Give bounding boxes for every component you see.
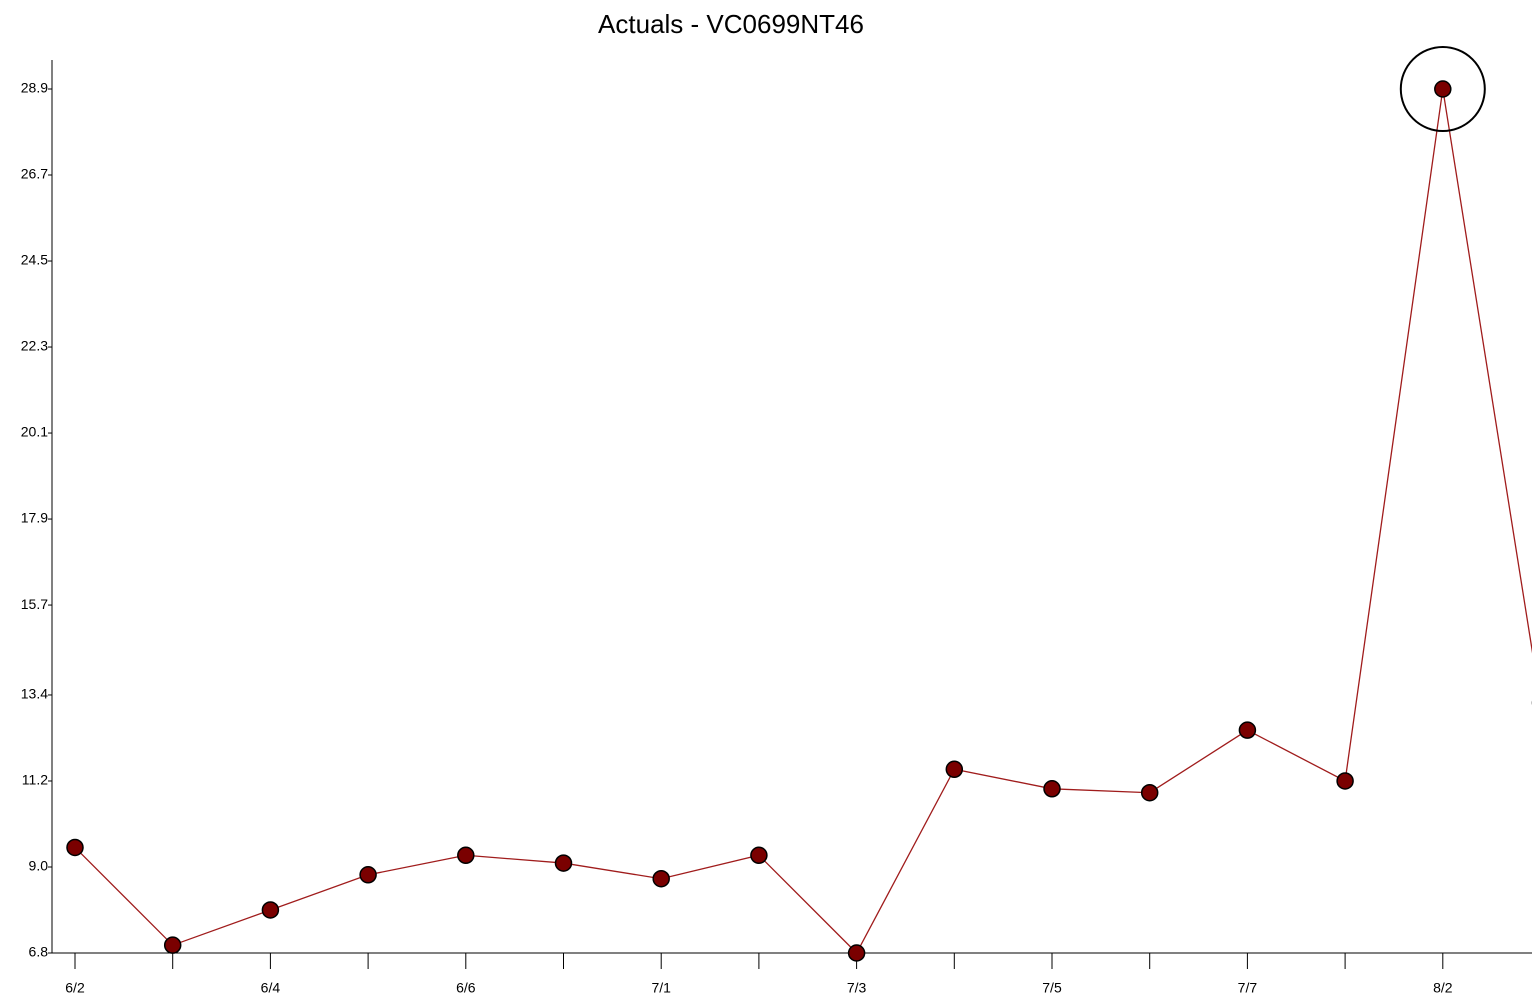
point xyxy=(261,901,280,919)
x-tick-label: 8/2 xyxy=(1433,980,1453,996)
y-tick-label: 20.1 xyxy=(21,424,48,440)
x-tick-label: 6/4 xyxy=(261,980,281,996)
point xyxy=(163,936,182,954)
point xyxy=(1434,80,1452,98)
point xyxy=(750,846,768,865)
x-tick-label: 7/3 xyxy=(847,980,867,996)
y-tick-label: 26.7 xyxy=(21,166,48,182)
y-tick-label: 24.5 xyxy=(21,252,48,268)
point xyxy=(1043,780,1061,798)
point xyxy=(554,854,573,872)
x-tick-label: 7/7 xyxy=(1238,980,1258,996)
x-tick-label: 7/5 xyxy=(1042,980,1062,996)
point xyxy=(1336,772,1354,790)
x-tick-label: 6/2 xyxy=(65,980,85,996)
y-tick-label: 6.8 xyxy=(29,944,49,960)
y-tick-label: 11.2 xyxy=(22,772,48,788)
point xyxy=(66,838,84,857)
point xyxy=(1140,783,1159,802)
chart-title: Actuals - VC0699NT46 xyxy=(598,9,864,39)
y-tick-label: 13.4 xyxy=(21,686,48,702)
point xyxy=(652,869,670,888)
point xyxy=(1238,721,1257,739)
y-tick-label: 28.9 xyxy=(21,80,48,96)
highlight-circle xyxy=(1399,46,1486,132)
y-tick-label: 22.3 xyxy=(21,338,48,354)
x-tick-label: 6/6 xyxy=(456,980,476,996)
point xyxy=(847,944,866,962)
y-tick-label: 9.0 xyxy=(29,858,49,874)
point xyxy=(945,760,964,779)
point xyxy=(359,866,377,884)
series-line xyxy=(74,88,1532,955)
y-tick-label: 17.9 xyxy=(21,510,48,526)
x-tick-label: 7/1 xyxy=(651,980,671,996)
point xyxy=(457,846,475,865)
y-tick-label: 15.7 xyxy=(21,596,48,612)
